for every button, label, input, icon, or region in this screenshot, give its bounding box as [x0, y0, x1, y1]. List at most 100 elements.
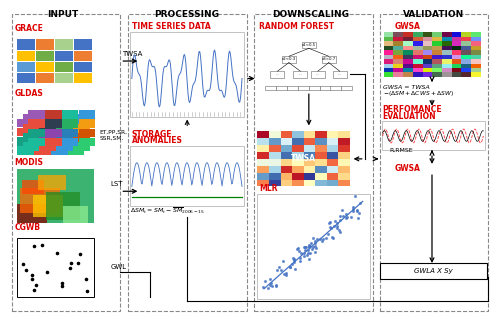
Bar [40, 142, 56, 151]
Point [291, 267, 299, 272]
Point [354, 215, 362, 220]
Bar [315, 138, 326, 145]
Bar [74, 114, 90, 123]
Bar [471, 63, 481, 68]
Bar [326, 131, 338, 138]
Bar [63, 205, 88, 223]
Bar [28, 129, 44, 137]
Bar [258, 166, 269, 173]
Bar [432, 37, 442, 41]
Bar [304, 166, 315, 173]
Bar [413, 50, 422, 55]
Bar [326, 166, 338, 173]
Bar [294, 71, 308, 78]
Point [30, 244, 38, 249]
Point [84, 288, 92, 293]
Text: ET,PP,SR,: ET,PP,SR, [100, 130, 128, 134]
Bar [17, 238, 94, 297]
Point [286, 264, 294, 270]
Bar [315, 180, 326, 187]
Bar [471, 33, 481, 37]
Bar [413, 41, 422, 46]
Text: CGWB: CGWB [14, 223, 40, 232]
Bar [36, 62, 54, 72]
Bar [280, 152, 292, 159]
Point [82, 276, 90, 281]
Point [326, 219, 334, 224]
Bar [403, 72, 413, 77]
Bar [432, 63, 442, 68]
Bar [46, 192, 80, 220]
Bar [280, 173, 292, 180]
Bar [462, 63, 471, 68]
Bar [442, 59, 452, 63]
Point [76, 252, 84, 257]
Bar [462, 33, 471, 37]
Text: GWLA X Sy: GWLA X Sy [414, 268, 453, 274]
Bar [471, 37, 481, 41]
Bar [394, 68, 403, 72]
Bar [442, 37, 452, 41]
Point [336, 213, 344, 218]
Bar [254, 14, 372, 311]
Bar [326, 180, 338, 187]
Bar [442, 41, 452, 46]
Bar [452, 59, 462, 63]
Bar [269, 131, 280, 138]
Bar [403, 68, 413, 72]
Bar [304, 180, 315, 187]
Point [272, 283, 280, 288]
Bar [338, 152, 349, 159]
Point [324, 232, 332, 237]
Bar [269, 173, 280, 180]
Point [268, 284, 276, 289]
Point [338, 207, 346, 212]
Bar [432, 59, 442, 63]
Bar [462, 72, 471, 77]
Bar [403, 37, 413, 41]
Bar [40, 123, 56, 132]
Point [349, 206, 357, 211]
Point [352, 193, 360, 198]
Bar [413, 46, 422, 50]
Text: ...: ... [316, 72, 320, 76]
Bar [452, 41, 462, 46]
Text: DOWNSCALING: DOWNSCALING [272, 10, 349, 19]
Text: $-(\Delta SM + \Delta CWS + \Delta SW)$: $-(\Delta SM + \Delta CWS + \Delta SW)$ [382, 89, 454, 98]
Point [289, 256, 297, 261]
Point [305, 256, 313, 262]
Bar [338, 138, 349, 145]
Point [282, 272, 290, 277]
Point [266, 283, 274, 288]
Bar [56, 114, 73, 123]
Bar [17, 119, 34, 127]
Text: $\Delta SM_t = SM_t - \overline{SM}_{2006-15}$: $\Delta SM_t = SM_t - \overline{SM}_{200… [130, 206, 206, 216]
Point [38, 243, 46, 248]
Point [66, 265, 74, 270]
Point [307, 240, 315, 245]
Bar [422, 63, 432, 68]
Bar [36, 40, 54, 50]
Bar [28, 119, 44, 128]
Point [304, 244, 312, 249]
Bar [45, 110, 62, 119]
Point [318, 236, 326, 241]
Bar [394, 50, 403, 55]
Bar [56, 123, 73, 132]
Bar [17, 169, 94, 223]
Bar [384, 72, 394, 77]
Bar [34, 146, 50, 155]
Bar [326, 159, 338, 166]
Bar [51, 146, 68, 155]
Bar [471, 50, 481, 55]
Point [312, 245, 320, 250]
Bar [28, 110, 44, 119]
Bar [452, 50, 462, 55]
Bar [270, 71, 284, 78]
Bar [330, 86, 342, 90]
Point [349, 204, 357, 209]
Bar [258, 131, 269, 138]
Text: TIME SERIES DATA: TIME SERIES DATA [132, 22, 210, 31]
Bar [56, 133, 73, 141]
Text: EVALUATION: EVALUATION [382, 112, 436, 121]
